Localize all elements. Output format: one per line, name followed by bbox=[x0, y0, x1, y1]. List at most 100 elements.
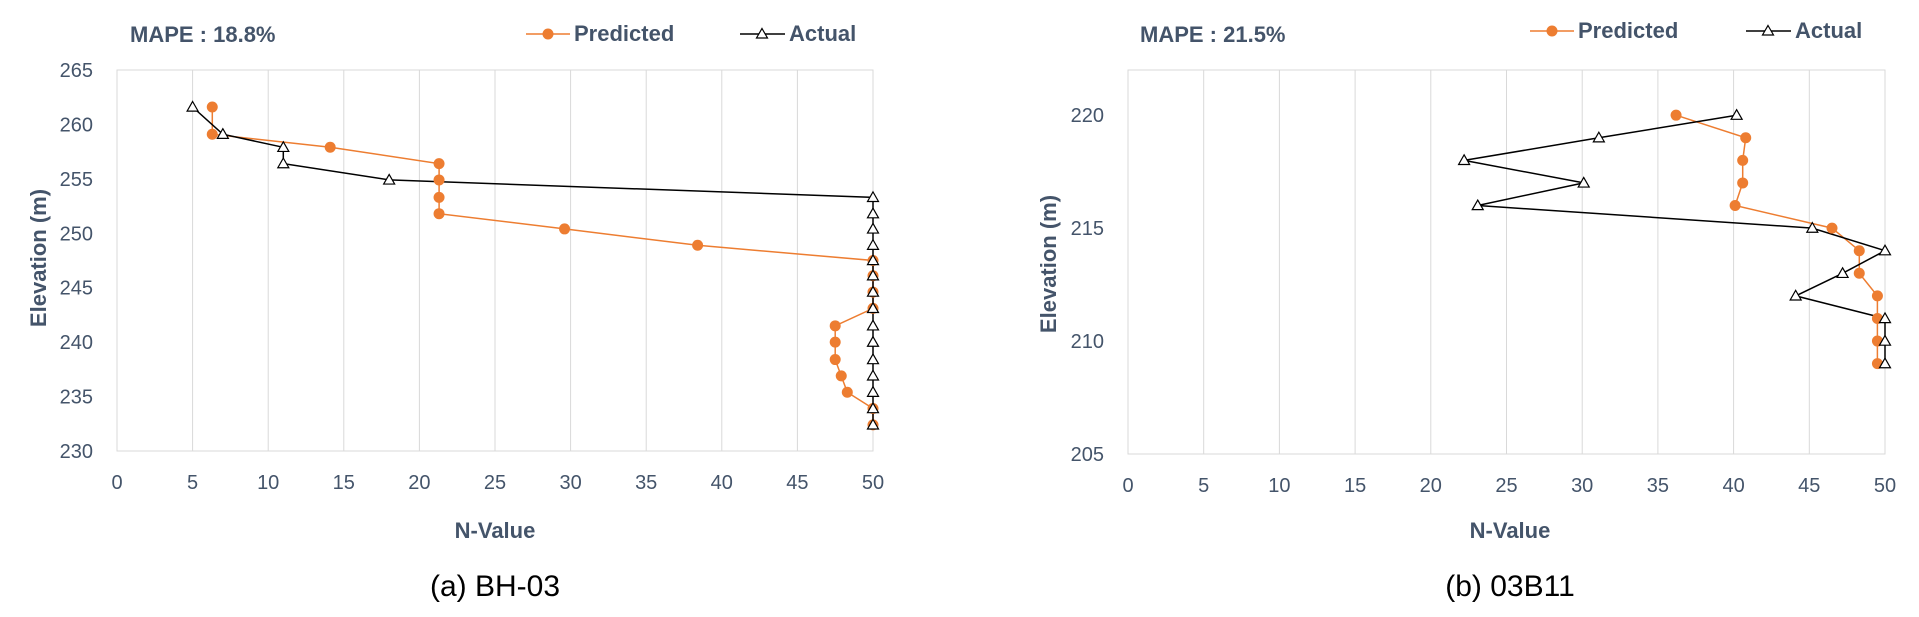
grid-lines bbox=[116, 70, 874, 451]
data-point-actual bbox=[866, 369, 880, 381]
data-point-actual bbox=[216, 127, 230, 139]
y-tick-label: 245 bbox=[60, 278, 93, 300]
x-tick-label: 20 bbox=[408, 472, 430, 494]
y-tick-label: 220 bbox=[1071, 105, 1104, 127]
x-tick-label: 35 bbox=[1647, 475, 1669, 497]
data-point-predicted bbox=[1737, 177, 1749, 189]
data-point-predicted bbox=[829, 336, 841, 348]
data-point-predicted bbox=[835, 370, 847, 382]
data-point-predicted bbox=[1826, 222, 1838, 234]
data-point-actual bbox=[1878, 243, 1892, 256]
grid-lines bbox=[1127, 70, 1886, 454]
x-tick-label: 30 bbox=[1571, 475, 1593, 497]
data-point-actual bbox=[866, 190, 880, 203]
x-tick-label: 0 bbox=[1122, 475, 1133, 497]
y-tick-label: 235 bbox=[60, 387, 93, 409]
x-tick-label: 30 bbox=[559, 472, 581, 494]
x-tick-labels: 0 5 10 15 20 25 30 35 40 45 50 bbox=[1122, 475, 1896, 497]
y-tick-label: 210 bbox=[1071, 331, 1104, 353]
x-tick-label: 40 bbox=[1722, 475, 1744, 497]
legend: Predicted Actual bbox=[526, 21, 856, 46]
x-tick-label: 25 bbox=[1495, 475, 1517, 497]
data-point-actual bbox=[866, 222, 880, 234]
x-tick-label: 15 bbox=[333, 472, 355, 494]
x-tick-label: 50 bbox=[862, 472, 884, 494]
legend-predicted-label: Predicted bbox=[1578, 18, 1678, 43]
data-point-actual bbox=[1457, 153, 1471, 166]
x-tick-label: 35 bbox=[635, 472, 657, 494]
panel-caption: (a) BH-03 bbox=[430, 570, 560, 603]
x-tick-label: 5 bbox=[187, 472, 198, 494]
x-tick-label: 45 bbox=[1798, 475, 1820, 497]
legend: Predicted Actual bbox=[1530, 18, 1862, 43]
panel-caption: (b) 03B11 bbox=[1445, 570, 1575, 603]
data-point-predicted bbox=[829, 320, 841, 332]
x-tick-label: 10 bbox=[257, 472, 279, 494]
x-tick-label: 15 bbox=[1344, 475, 1366, 497]
data-point-predicted bbox=[206, 101, 218, 113]
data-point-actual bbox=[866, 285, 880, 297]
series-line-predicted bbox=[211, 107, 874, 425]
data-point-predicted bbox=[829, 354, 841, 366]
x-tick-label: 0 bbox=[111, 472, 122, 494]
data-point-actual bbox=[276, 156, 290, 169]
data-point-predicted bbox=[1853, 245, 1865, 257]
y-tick-label: 255 bbox=[60, 169, 93, 191]
mape-label: MAPE : 21.5% bbox=[1140, 22, 1286, 47]
data-point-actual bbox=[1577, 176, 1591, 188]
series-layer bbox=[1457, 108, 1892, 370]
legend-predicted-marker bbox=[1546, 25, 1558, 37]
y-axis-title: Elevation (m) bbox=[1036, 195, 1061, 333]
chart-panel-b: 0 5 10 15 20 25 30 35 40 45 50 205 210 215 220 MAPE :… bbox=[1036, 18, 1896, 603]
data-point-predicted bbox=[206, 128, 218, 140]
data-point-predicted bbox=[324, 141, 336, 153]
chart-panel-a: 0 5 10 15 20 25 30 35 40 45 50 2302352402452502552… bbox=[26, 21, 884, 603]
data-point-actual bbox=[1471, 198, 1485, 211]
data-point-actual bbox=[276, 140, 290, 153]
legend-actual-label: Actual bbox=[1795, 18, 1862, 43]
y-axis-title: Elevation (m) bbox=[26, 189, 51, 327]
data-point-actual bbox=[866, 238, 880, 250]
legend-actual-label: Actual bbox=[789, 21, 856, 46]
data-point-actual bbox=[382, 173, 396, 185]
x-tick-label: 50 bbox=[1874, 475, 1896, 497]
data-point-actual bbox=[866, 335, 880, 347]
x-axis-title: N-Value bbox=[1470, 518, 1551, 543]
data-point-predicted bbox=[841, 386, 853, 398]
x-tick-label: 5 bbox=[1198, 475, 1209, 497]
legend-actual-marker bbox=[1761, 24, 1775, 36]
data-point-actual bbox=[1730, 108, 1744, 120]
data-point-predicted bbox=[433, 208, 445, 220]
data-point-predicted bbox=[433, 158, 445, 170]
x-tick-label: 25 bbox=[484, 472, 506, 494]
data-point-predicted bbox=[559, 223, 571, 235]
data-point-actual bbox=[1805, 221, 1819, 233]
y-tick-labels: 230 235 240 245 250 255 260 265 bbox=[60, 60, 93, 463]
data-point-predicted bbox=[1729, 200, 1741, 212]
data-point-predicted bbox=[1737, 154, 1749, 166]
y-tick-label: 230 bbox=[60, 441, 93, 463]
data-point-actual bbox=[1592, 131, 1606, 143]
x-tick-label: 10 bbox=[1268, 475, 1290, 497]
data-point-actual bbox=[186, 100, 200, 112]
x-tick-labels: 0 5 10 15 20 25 30 35 40 45 50 bbox=[111, 472, 884, 494]
y-tick-label: 205 bbox=[1071, 444, 1104, 466]
mape-label: MAPE : 18.8% bbox=[130, 22, 276, 47]
data-point-actual bbox=[866, 385, 880, 397]
series-layer bbox=[186, 100, 880, 431]
data-point-predicted bbox=[433, 191, 445, 203]
legend-actual-marker bbox=[755, 27, 769, 39]
y-tick-label: 240 bbox=[60, 332, 93, 354]
data-point-predicted bbox=[1853, 267, 1865, 279]
series-line-actual bbox=[1463, 114, 1887, 364]
data-point-actual bbox=[866, 206, 880, 219]
data-point-actual bbox=[1878, 311, 1892, 324]
data-point-actual bbox=[866, 352, 880, 365]
data-point-actual bbox=[866, 401, 880, 414]
series-line-actual bbox=[192, 106, 874, 425]
data-point-actual bbox=[1789, 289, 1803, 301]
data-point-actual bbox=[866, 301, 880, 314]
y-tick-label: 260 bbox=[60, 114, 93, 136]
